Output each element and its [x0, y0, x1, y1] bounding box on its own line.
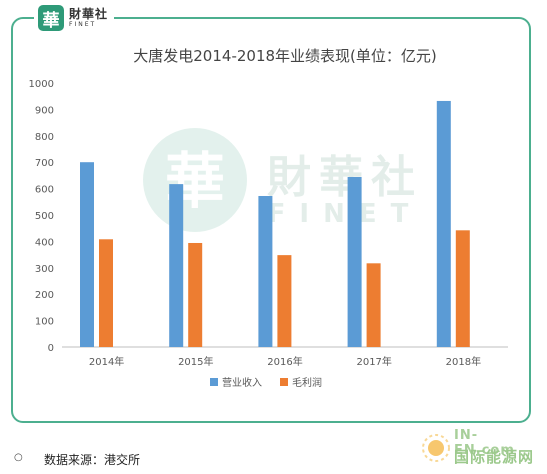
legend-swatch-gross-profit — [280, 378, 288, 386]
finet-logo: 華 財華社 FINET — [34, 4, 115, 32]
y-tick-label: 500 — [35, 211, 54, 222]
bar-gross-profit-1 — [99, 239, 113, 347]
y-tick-label: 1000 — [29, 79, 54, 90]
bar-revenue-5 — [436, 100, 451, 348]
x-tick-label: 2015年 — [178, 355, 213, 368]
watermark-circle-icon — [143, 128, 247, 232]
x-axis-labels: 2014年 2015年 2016年 2017年 2018年 — [89, 355, 481, 368]
y-tick-label: 200 — [35, 290, 54, 301]
finet-logo-name: 財華社 — [69, 7, 109, 21]
finet-logo-sub: FINET — [69, 21, 97, 28]
bar-revenue-2 — [169, 184, 184, 347]
watermark-sub: FINET — [268, 199, 423, 229]
bar-revenue-1 — [80, 162, 94, 347]
sun-icon — [422, 434, 450, 462]
legend: 营业收入 毛利润 — [210, 376, 322, 389]
bar-chart: 華 財華社 FINET 大唐发电2014-2018年业绩表现(单位：亿元) 0 1… — [29, 47, 508, 389]
y-tick-label: 0 — [48, 343, 54, 354]
bars — [80, 100, 470, 348]
y-tick-label: 900 — [35, 105, 54, 116]
y-tick-label: 100 — [35, 317, 54, 328]
watermark-name: 財華社 — [267, 152, 423, 203]
y-axis: 0 100 200 300 400 500 600 700 800 900 1000 — [29, 79, 54, 354]
finet-watermark: 華 財華社 FINET — [143, 128, 423, 232]
source-note: 数据来源：港交所 — [44, 453, 141, 467]
y-tick-label: 600 — [35, 185, 54, 196]
x-tick-label: 2017年 — [356, 355, 391, 368]
bar-revenue-4 — [347, 176, 362, 347]
y-tick-label: 700 — [35, 158, 54, 169]
y-tick-label: 800 — [35, 132, 54, 143]
chart-title: 大唐发电2014-2018年业绩表现(单位：亿元) — [133, 47, 436, 65]
x-tick-label: 2016年 — [267, 355, 302, 368]
x-tick-label: 2014年 — [89, 355, 124, 368]
x-tick-label: 2018年 — [446, 355, 481, 368]
y-tick-label: 300 — [35, 264, 54, 275]
bar-gross-profit-3 — [277, 255, 292, 347]
y-tick-label: 400 — [35, 237, 54, 248]
bar-gross-profit-4 — [366, 263, 381, 347]
source-bullet: ○ — [14, 452, 23, 463]
brand-en: IN-EN.com — [454, 428, 515, 458]
bar-gross-profit-5 — [455, 230, 470, 347]
bar-revenue-3 — [258, 195, 273, 347]
in-en-brand: IN-EN.com 国际能源网 — [414, 422, 534, 470]
legend-swatch-revenue — [210, 378, 218, 386]
finet-logo-mark: 華 — [38, 5, 64, 31]
brand-cn: 国际能源网 — [454, 448, 535, 466]
legend-label-revenue: 营业收入 — [222, 376, 262, 389]
finet-logo-text: 財華社 FINET — [69, 8, 108, 28]
legend-label-gross-profit: 毛利润 — [292, 376, 322, 389]
bar-gross-profit-2 — [188, 242, 203, 347]
